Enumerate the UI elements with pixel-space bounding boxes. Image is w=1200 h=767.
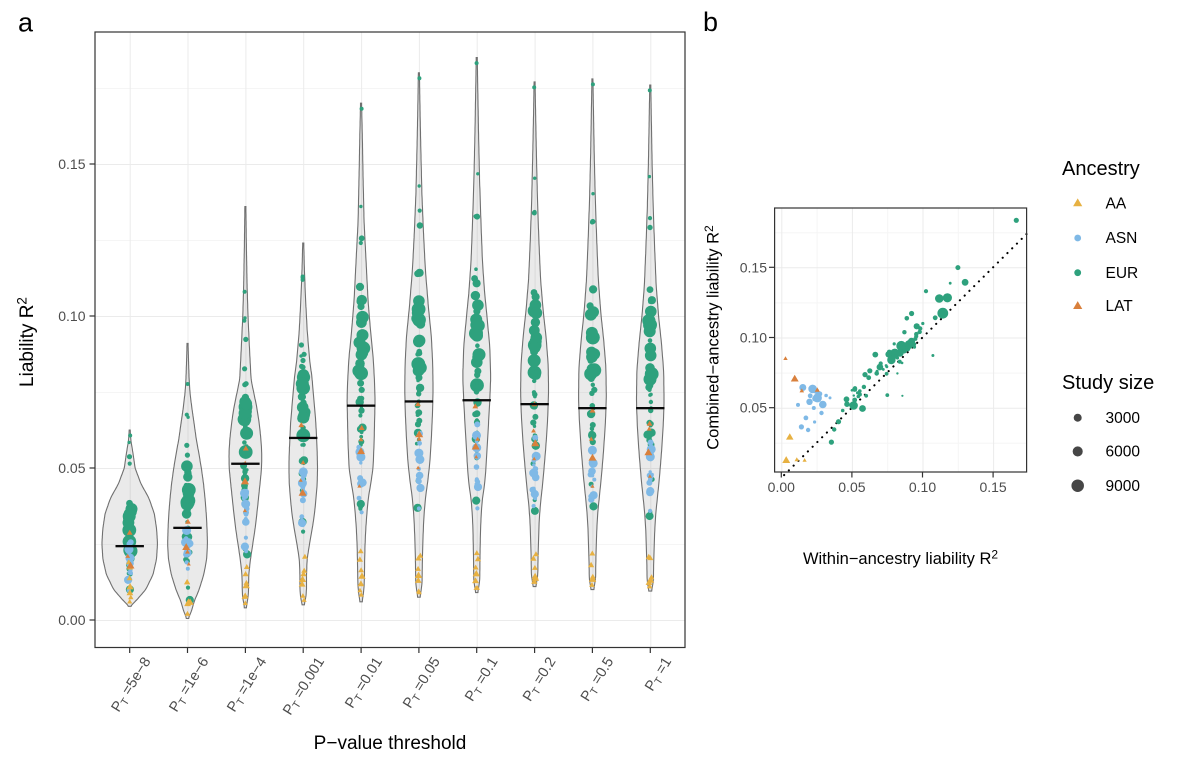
svg-text:Study size: Study size (1062, 372, 1154, 394)
svg-text:Liability R2: Liability R2 (15, 297, 39, 387)
svg-text:0.15: 0.15 (979, 479, 1006, 495)
svg-text:Ancestry: Ancestry (1062, 158, 1140, 180)
svg-text:6000: 6000 (1106, 444, 1141, 461)
svg-text:0.00: 0.00 (58, 612, 85, 628)
svg-text:P−value threshold: P−value threshold (314, 733, 467, 754)
svg-text:0.05: 0.05 (58, 460, 85, 476)
svg-text:LAT: LAT (1106, 298, 1134, 315)
svg-text:0.10: 0.10 (909, 479, 936, 495)
svg-text:0.10: 0.10 (740, 330, 767, 346)
svg-text:b: b (703, 7, 718, 37)
svg-text:0.05: 0.05 (740, 400, 767, 416)
svg-text:3000: 3000 (1106, 410, 1141, 427)
svg-text:Within−ancestry liability R2: Within−ancestry liability R2 (803, 548, 998, 569)
svg-text:0.15: 0.15 (740, 259, 767, 275)
svg-text:ASN: ASN (1106, 230, 1138, 247)
svg-text:a: a (18, 8, 34, 38)
svg-text:0.15: 0.15 (58, 156, 85, 172)
svg-text:9000: 9000 (1106, 478, 1141, 495)
svg-text:EUR: EUR (1106, 265, 1139, 282)
svg-text:Combined−ancestry liability R2: Combined−ancestry liability R2 (702, 225, 723, 450)
svg-text:AA: AA (1106, 196, 1127, 213)
svg-text:0.05: 0.05 (838, 479, 865, 495)
svg-text:0.00: 0.00 (768, 479, 795, 495)
svg-text:0.10: 0.10 (58, 308, 85, 324)
